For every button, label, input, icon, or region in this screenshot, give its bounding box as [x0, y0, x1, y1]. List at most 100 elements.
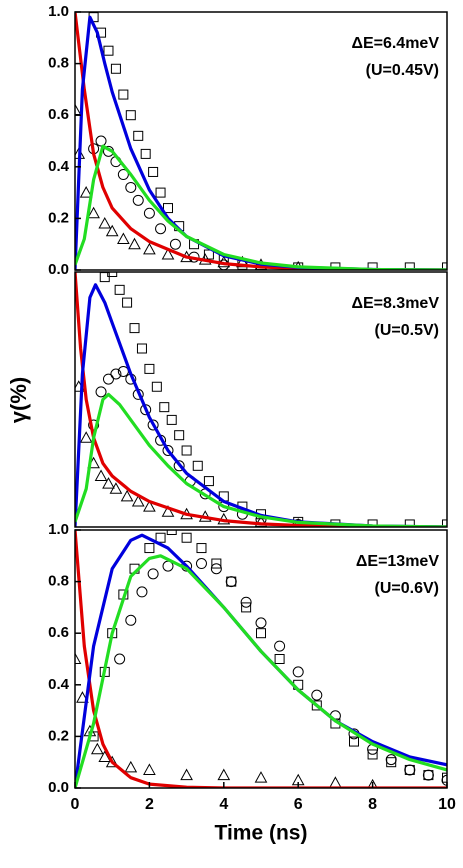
square-marker: [241, 602, 252, 613]
square-marker: [192, 460, 203, 471]
triangle-marker: [75, 103, 82, 116]
annotation: (U=0.6V): [375, 580, 439, 597]
circle-marker: [95, 386, 107, 398]
curve: [75, 554, 447, 788]
square-marker: [136, 343, 147, 354]
y-tick-label: 0.2: [48, 209, 69, 226]
circle-marker: [125, 181, 137, 193]
square-marker: [144, 543, 155, 554]
circle-marker: [102, 373, 114, 385]
circle-marker: [143, 207, 155, 219]
square-marker: [349, 736, 359, 747]
triangle-marker: [75, 652, 82, 664]
square-marker: [166, 414, 177, 425]
triangle-marker: [128, 237, 141, 250]
square-marker: [107, 272, 118, 277]
square-marker: [148, 166, 159, 177]
square-marker: [159, 402, 170, 413]
triangle-marker: [102, 477, 115, 489]
square-marker: [256, 628, 266, 639]
circle-marker: [255, 617, 267, 629]
square-marker: [174, 430, 185, 441]
circle-marker: [132, 194, 144, 206]
triangle-marker: [161, 505, 175, 517]
x-axis-label: Time (ns): [215, 822, 308, 845]
y-tick-label: 0.0: [48, 261, 69, 278]
square-marker: [404, 519, 415, 527]
circle-marker: [292, 666, 304, 678]
square-marker: [155, 532, 166, 543]
triangle-marker: [105, 224, 119, 237]
square-marker: [103, 45, 114, 56]
y-tick-label: 1.0: [48, 3, 69, 20]
circle-marker: [147, 568, 159, 580]
triangle-marker: [94, 469, 108, 481]
circle-marker: [95, 135, 107, 147]
circle-marker: [441, 774, 447, 786]
circle-marker: [147, 419, 159, 431]
square-marker: [404, 764, 415, 775]
square-marker: [140, 148, 151, 159]
frame: [74, 271, 448, 528]
triangle-marker: [143, 500, 156, 512]
square-marker: [122, 297, 133, 308]
square-marker: [181, 445, 192, 456]
triangle-marker: [329, 776, 342, 788]
triangle-marker: [143, 763, 156, 775]
annotation: ΔE=6.4meV: [351, 35, 439, 52]
triangle-marker: [79, 431, 93, 443]
square-marker: [125, 110, 136, 121]
triangle-marker: [90, 742, 104, 755]
triangle-marker: [76, 691, 89, 703]
square-marker: [133, 130, 144, 141]
triangle-marker: [367, 778, 378, 788]
square-marker: [226, 576, 237, 587]
triangle-marker: [120, 489, 134, 502]
triangle-marker: [131, 494, 145, 507]
circle-marker: [195, 558, 207, 570]
circle-marker: [162, 445, 174, 456]
square-marker: [367, 749, 378, 760]
y-axis-label: γ(%): [6, 377, 31, 423]
square-marker: [423, 770, 434, 781]
square-marker: [114, 284, 125, 295]
square-marker: [311, 700, 322, 711]
x-tick-label: 0: [71, 796, 80, 813]
x-tick-label: 10: [438, 796, 456, 813]
triangle-marker: [98, 217, 112, 229]
square-marker: [196, 543, 207, 554]
y-tick-label: 0.2: [48, 727, 69, 744]
circle-marker: [225, 576, 237, 588]
circle-marker: [114, 653, 126, 665]
square-marker: [166, 530, 177, 535]
square-marker: [144, 363, 155, 374]
circle-marker: [404, 764, 416, 776]
curve: [75, 144, 447, 270]
y-tick-label: 0.0: [48, 779, 69, 796]
square-marker: [386, 757, 397, 768]
square-marker: [367, 262, 378, 270]
triangle-marker: [180, 768, 193, 781]
y-tick-label: 0.4: [48, 676, 70, 693]
triangle-marker: [124, 760, 138, 773]
square-marker: [442, 519, 447, 527]
curve: [75, 15, 447, 270]
square-marker: [163, 203, 173, 214]
circle-marker: [385, 754, 397, 766]
x-tick-label: 6: [294, 796, 303, 813]
circle-marker: [110, 368, 122, 380]
curve: [75, 272, 447, 527]
curve: [75, 392, 447, 527]
plot-area: [75, 272, 447, 527]
square-marker: [155, 187, 166, 198]
annotation: ΔE=8.3meV: [351, 295, 439, 312]
frame: [74, 529, 448, 789]
plot-area: [75, 12, 447, 270]
square-marker: [404, 262, 415, 270]
triangle-marker: [117, 232, 130, 245]
y-tick-label: 0.8: [48, 55, 69, 72]
triangle-marker: [79, 186, 93, 198]
square-marker: [110, 63, 121, 74]
annotation: (U=0.5V): [375, 322, 439, 339]
triangle-marker: [87, 206, 100, 219]
